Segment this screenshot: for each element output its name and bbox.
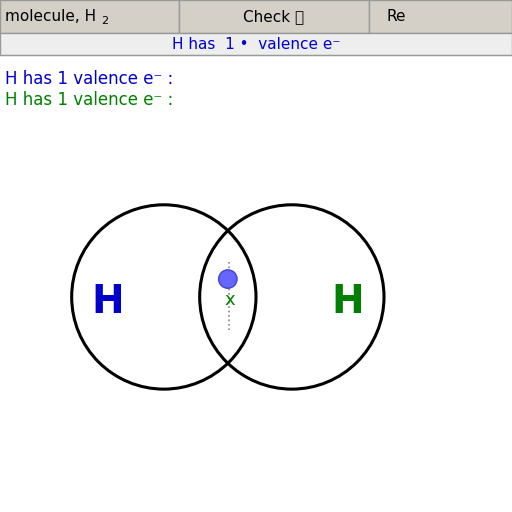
Circle shape	[219, 270, 237, 288]
Text: H: H	[91, 283, 124, 321]
Text: H has 1 valence e⁻ :: H has 1 valence e⁻ :	[5, 70, 174, 89]
Text: molecule, H: molecule, H	[5, 9, 96, 24]
Bar	[0, 33, 512, 55]
Bar	[0, 0, 179, 33]
Text: 2: 2	[101, 16, 108, 26]
Text: H: H	[332, 283, 365, 321]
Bar	[179, 0, 369, 33]
Text: x: x	[224, 290, 234, 309]
Bar	[369, 0, 512, 33]
Text: H has 1 valence e⁻ :: H has 1 valence e⁻ :	[5, 91, 174, 109]
Text: Re: Re	[387, 9, 406, 24]
Text: H has  1 •  valence e⁻: H has 1 • valence e⁻	[172, 36, 340, 52]
Text: Check 🤔: Check 🤔	[243, 9, 305, 24]
